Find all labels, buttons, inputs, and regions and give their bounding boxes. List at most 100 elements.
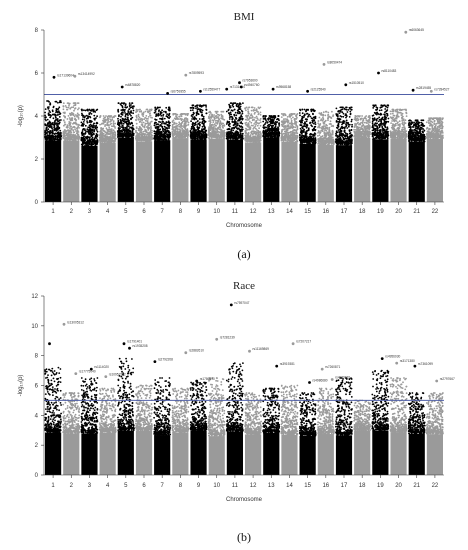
- snp-point: [74, 126, 76, 129]
- snp-point: [180, 119, 183, 122]
- snp-point: [151, 137, 153, 140]
- snp-point: [54, 100, 57, 103]
- snp-point: [73, 115, 76, 118]
- snp-point: [122, 133, 124, 135]
- snp-point: [50, 134, 53, 137]
- snp-point: [165, 123, 167, 125]
- snp-point: [223, 134, 226, 137]
- snp-point: [200, 111, 203, 114]
- snp-point: [72, 102, 75, 104]
- snp-point: [166, 134, 169, 137]
- snp-point: [122, 108, 125, 111]
- snp-point: [280, 135, 283, 138]
- snp-point: [187, 123, 190, 126]
- snp-point: [58, 113, 61, 116]
- snp-point: [245, 123, 247, 126]
- snp-point: [288, 139, 291, 142]
- snp-point: [105, 115, 107, 117]
- snp-point: [147, 110, 150, 113]
- snp-point: [125, 135, 128, 138]
- snp-point: [96, 141, 99, 144]
- snp-point: [231, 127, 233, 130]
- snp-point: [128, 135, 131, 138]
- snp-point: [221, 134, 223, 137]
- snp-point: [228, 132, 231, 135]
- snp-point: [197, 112, 199, 115]
- snp-point: [123, 129, 126, 132]
- snp-point: [172, 129, 175, 132]
- snp-point: [57, 125, 59, 128]
- snp-point-cloud-11: [226, 139, 243, 202]
- snp-point: [235, 114, 238, 117]
- snp-point: [104, 140, 106, 143]
- snp-point: [287, 124, 290, 127]
- snp-point: [181, 127, 184, 130]
- snp-point: [80, 136, 83, 139]
- snp-point: [257, 138, 260, 141]
- snp-point: [48, 100, 50, 103]
- snp-points: [44, 100, 444, 202]
- snp-point: [244, 136, 247, 139]
- snp-point: [211, 134, 214, 136]
- snp-point: [74, 121, 77, 124]
- snp-point: [90, 121, 92, 124]
- snp-point: [271, 127, 274, 130]
- snp-point: [69, 112, 71, 115]
- snp-point: [190, 134, 193, 137]
- snp-point: [295, 115, 298, 118]
- snp-point: [50, 126, 53, 129]
- snp-point: [137, 127, 140, 130]
- snp-point: [282, 132, 285, 135]
- snp-point: [217, 130, 219, 133]
- snp-point: [311, 121, 314, 124]
- snp-point: [121, 117, 124, 120]
- snp-point: [53, 128, 56, 131]
- snp-point: [216, 110, 219, 113]
- snp-point: [304, 122, 306, 124]
- snp-point: [173, 121, 176, 124]
- snp-point: [273, 134, 275, 137]
- snp-point: [46, 138, 48, 141]
- snp-point: [209, 122, 212, 125]
- snp-point: [120, 112, 123, 115]
- snp-point: [96, 115, 98, 118]
- snp-point: [89, 133, 91, 136]
- snp-point: [166, 113, 169, 116]
- snp-point: [234, 111, 237, 114]
- snp-point: [286, 135, 289, 138]
- snp-point: [150, 116, 152, 119]
- snp-point: [110, 122, 113, 125]
- snp-point: [289, 135, 292, 137]
- snp-point: [251, 133, 254, 136]
- snp-point: [68, 102, 71, 105]
- snp-point: [317, 135, 319, 137]
- snp-point: [89, 139, 92, 142]
- snp-point: [208, 137, 210, 139]
- snp-point: [72, 106, 75, 109]
- snp-point: [77, 102, 80, 104]
- snp-point: [201, 134, 204, 136]
- snp-point: [266, 121, 269, 124]
- snp-point: [264, 115, 267, 118]
- snp-point: [253, 107, 256, 109]
- snp-point: [250, 132, 253, 134]
- snp-point: [104, 135, 107, 138]
- snp-point: [258, 107, 261, 110]
- snp-point: [161, 122, 163, 125]
- snp-point: [50, 124, 52, 127]
- snp-point: [161, 109, 164, 112]
- snp-point: [147, 139, 150, 142]
- snp-point: [135, 114, 138, 117]
- snp-point: [245, 139, 248, 142]
- snp-point: [172, 119, 175, 122]
- snp-point: [195, 133, 197, 136]
- snp-point: [178, 115, 181, 118]
- snp-point: [314, 117, 317, 120]
- snp-point: [214, 132, 216, 135]
- snp-point: [289, 136, 292, 139]
- snp-point: [233, 124, 235, 126]
- snp-point: [75, 130, 77, 132]
- snp-point: [99, 134, 102, 136]
- snp-point: [92, 108, 95, 111]
- snp-point: [116, 123, 119, 126]
